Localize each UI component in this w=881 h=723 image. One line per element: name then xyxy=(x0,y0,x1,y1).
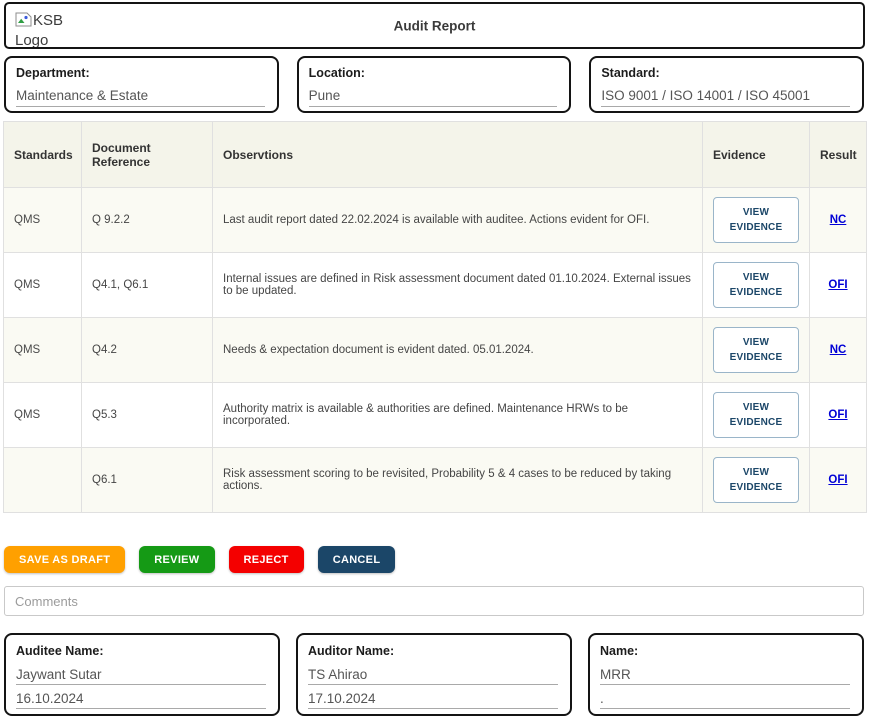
doc-ref-cell: Q 9.2.2 xyxy=(81,187,213,253)
broken-image-icon xyxy=(15,12,32,27)
doc-ref-cell: Q4.2 xyxy=(81,317,213,383)
auditor-name-value[interactable]: TS Ahirao xyxy=(308,667,558,685)
department-value[interactable]: Maintenance & Estate xyxy=(16,88,265,107)
result-link[interactable]: NC xyxy=(829,344,847,356)
table-header-row: Standards Document Reference Observtions… xyxy=(3,121,867,188)
result-link[interactable]: OFI xyxy=(828,474,848,486)
location-value[interactable]: Pune xyxy=(308,88,558,107)
standard-cell: QMS xyxy=(3,252,82,318)
view-evidence-button[interactable]: VIEW EVIDENCE xyxy=(713,327,799,373)
department-label: Department: xyxy=(16,66,90,80)
observation-cell: Risk assessment scoring to be revisited,… xyxy=(212,447,703,513)
auditee-box: Auditee Name: Jaywant Sutar 16.10.2024 xyxy=(4,633,280,716)
table-row: Q6.1 Risk assessment scoring to be revis… xyxy=(3,447,867,513)
view-evidence-button[interactable]: VIEW EVIDENCE xyxy=(713,262,799,308)
reject-button[interactable]: REJECT xyxy=(228,546,304,573)
location-field: Location: Pune xyxy=(296,56,572,113)
col-header-doc-reference: Document Reference xyxy=(81,121,213,188)
view-evidence-button[interactable]: VIEW EVIDENCE xyxy=(713,392,799,438)
department-field: Department: Maintenance & Estate xyxy=(4,56,279,113)
doc-ref-cell: Q4.1, Q6.1 xyxy=(81,252,213,318)
col-header-result: Result xyxy=(809,121,867,188)
auditor-name-label: Auditor Name: xyxy=(308,644,395,658)
name-box: Name: MRR . xyxy=(588,633,864,716)
observation-cell: Needs & expectation document is evident … xyxy=(212,317,703,383)
page-title: Audit Report xyxy=(393,18,476,33)
table-row: QMS Q4.2 Needs & expectation document is… xyxy=(3,317,867,383)
save-as-draft-button[interactable]: SAVE AS DRAFT xyxy=(4,546,126,573)
auditor-date-value[interactable]: 17.10.2024 xyxy=(308,691,558,709)
table-row: QMS Q 9.2.2 Last audit report dated 22.0… xyxy=(3,187,867,253)
result-link[interactable]: OFI xyxy=(828,409,848,421)
observations-table: Standards Document Reference Observtions… xyxy=(3,121,867,513)
comments-input[interactable] xyxy=(4,586,864,616)
logo-alt-text: KSB Logo xyxy=(15,12,64,49)
standard-label: Standard: xyxy=(601,66,660,80)
doc-ref-cell: Q5.3 xyxy=(81,382,213,448)
signatures-row: Auditee Name: Jaywant Sutar 16.10.2024 A… xyxy=(4,633,864,716)
col-header-standards: Standards xyxy=(3,121,82,188)
name-date-value[interactable]: . xyxy=(600,691,850,709)
table-row: QMS Q5.3 Authority matrix is available &… xyxy=(3,382,867,448)
view-evidence-button[interactable]: VIEW EVIDENCE xyxy=(713,457,799,503)
info-fields-row: Department: Maintenance & Estate Locatio… xyxy=(4,56,865,113)
standard-value[interactable]: ISO 9001 / ISO 14001 / ISO 45001 xyxy=(601,88,851,107)
auditor-box: Auditor Name: TS Ahirao 17.10.2024 xyxy=(296,633,572,716)
result-link[interactable]: NC xyxy=(829,214,847,226)
ksb-logo-broken: KSB Logo xyxy=(15,11,79,49)
location-label: Location: xyxy=(308,66,365,80)
actions-row: SAVE AS DRAFT REVIEW REJECT CANCEL xyxy=(4,546,881,573)
table-row: QMS Q4.1, Q6.1 Internal issues are defin… xyxy=(3,252,867,318)
auditee-name-label: Auditee Name: xyxy=(16,644,104,658)
observation-cell: Last audit report dated 22.02.2024 is av… xyxy=(212,187,703,253)
standard-field: Standard: ISO 9001 / ISO 14001 / ISO 450… xyxy=(589,56,865,113)
cancel-button[interactable]: CANCEL xyxy=(317,546,396,573)
standard-cell xyxy=(3,447,82,513)
auditee-name-value[interactable]: Jaywant Sutar xyxy=(16,667,266,685)
observation-cell: Internal issues are defined in Risk asse… xyxy=(212,252,703,318)
name-label: Name: xyxy=(600,644,639,658)
standard-cell: QMS xyxy=(3,317,82,383)
doc-ref-cell: Q6.1 xyxy=(81,447,213,513)
col-header-observations: Observtions xyxy=(212,121,703,188)
name-value[interactable]: MRR xyxy=(600,667,850,685)
report-header: KSB Logo Audit Report xyxy=(4,2,865,49)
standard-cell: QMS xyxy=(3,187,82,253)
review-button[interactable]: REVIEW xyxy=(139,546,215,573)
auditee-date-value[interactable]: 16.10.2024 xyxy=(16,691,266,709)
standard-cell: QMS xyxy=(3,382,82,448)
observation-cell: Authority matrix is available & authorit… xyxy=(212,382,703,448)
col-header-evidence: Evidence xyxy=(702,121,810,188)
view-evidence-button[interactable]: VIEW EVIDENCE xyxy=(713,197,799,243)
result-link[interactable]: OFI xyxy=(828,279,848,291)
